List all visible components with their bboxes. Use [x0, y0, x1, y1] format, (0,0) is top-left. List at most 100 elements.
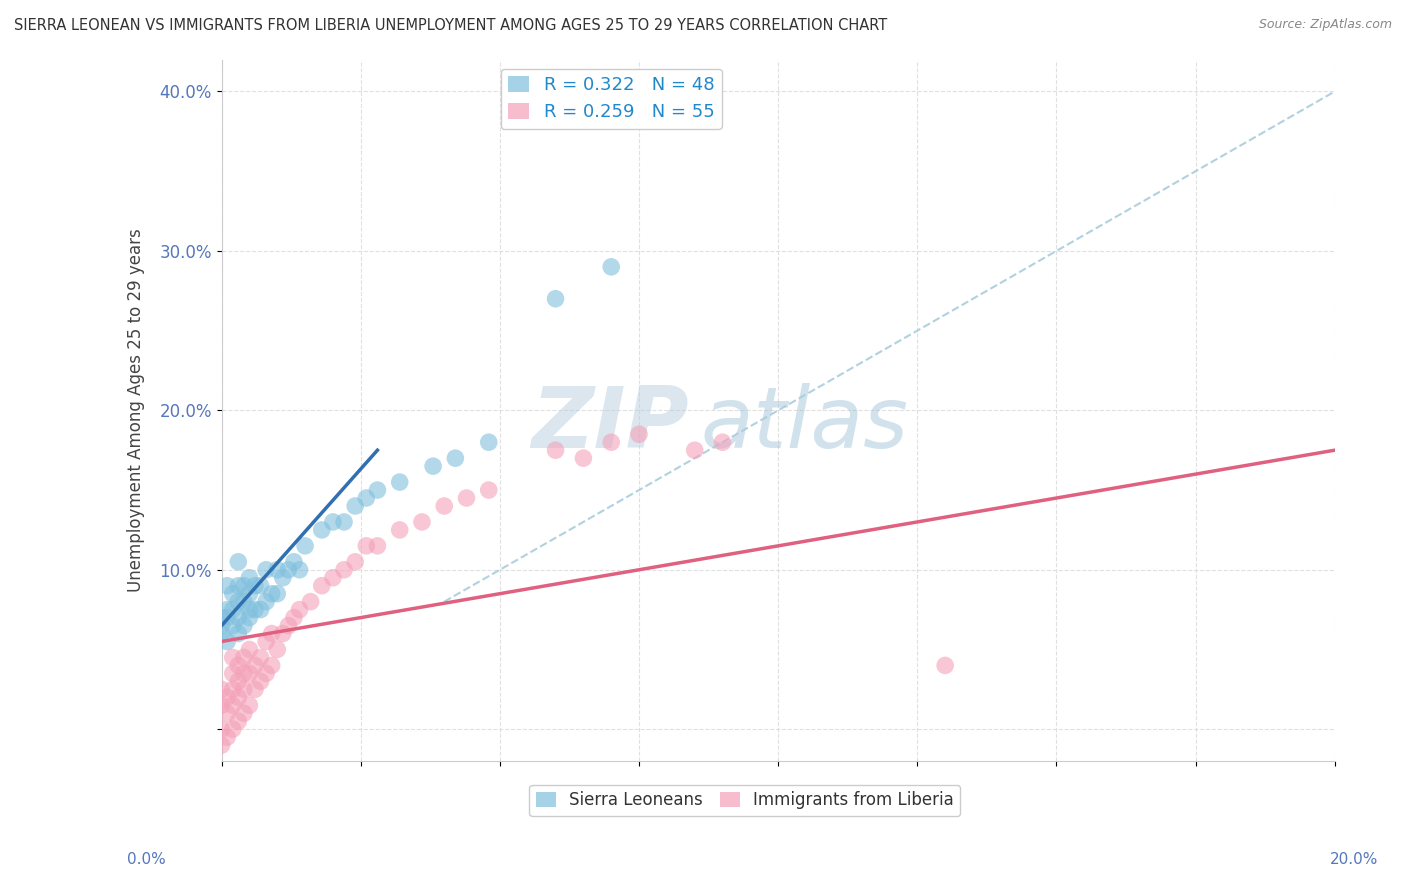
Point [422, 459, 444, 474]
Point [322, 571, 344, 585]
Point [444, 451, 467, 466]
Point [683, 443, 706, 458]
Point [934, 658, 956, 673]
Point [249, 579, 271, 593]
Point [217, 706, 239, 721]
Point [388, 475, 411, 489]
Legend: Sierra Leoneans, Immigrants from Liberia: Sierra Leoneans, Immigrants from Liberia [529, 785, 960, 816]
Text: ZIP: ZIP [531, 383, 689, 466]
Point [411, 515, 433, 529]
Point [222, 602, 245, 616]
Point [266, 642, 288, 657]
Point [232, 594, 254, 608]
Point [456, 491, 478, 505]
Point [260, 587, 283, 601]
Point [226, 610, 249, 624]
Point [266, 587, 288, 601]
Point [217, 579, 239, 593]
Point [232, 706, 254, 721]
Point [299, 594, 322, 608]
Point [288, 602, 311, 616]
Point [294, 539, 316, 553]
Point [222, 587, 245, 601]
Point [226, 626, 249, 640]
Point [217, 602, 239, 616]
Point [226, 579, 249, 593]
Point [254, 563, 277, 577]
Point [222, 618, 245, 632]
Point [254, 594, 277, 608]
Point [232, 682, 254, 697]
Point [254, 666, 277, 681]
Point [271, 626, 294, 640]
Point [544, 292, 567, 306]
Point [238, 666, 260, 681]
Text: 0.0%: 0.0% [127, 852, 166, 867]
Point [544, 443, 567, 458]
Point [249, 650, 271, 665]
Point [238, 571, 260, 585]
Point [388, 523, 411, 537]
Point [277, 618, 299, 632]
Point [217, 690, 239, 705]
Point [271, 571, 294, 585]
Point [333, 563, 356, 577]
Point [211, 698, 233, 713]
Point [344, 555, 367, 569]
Point [344, 499, 367, 513]
Point [600, 435, 623, 450]
Point [356, 539, 378, 553]
Point [322, 515, 344, 529]
Point [711, 435, 734, 450]
Point [211, 626, 233, 640]
Point [366, 483, 388, 497]
Point [366, 539, 388, 553]
Point [478, 483, 501, 497]
Point [211, 722, 233, 736]
Text: Source: ZipAtlas.com: Source: ZipAtlas.com [1258, 18, 1392, 31]
Point [238, 610, 260, 624]
Text: atlas: atlas [700, 383, 908, 466]
Point [243, 579, 266, 593]
Point [311, 579, 333, 593]
Point [211, 610, 233, 624]
Point [226, 658, 249, 673]
Point [211, 682, 233, 697]
Point [238, 587, 260, 601]
Point [238, 698, 260, 713]
Point [238, 602, 260, 616]
Point [226, 714, 249, 729]
Point [433, 499, 456, 513]
Text: 20.0%: 20.0% [1330, 852, 1378, 867]
Point [243, 682, 266, 697]
Point [260, 626, 283, 640]
Point [283, 610, 305, 624]
Point [254, 634, 277, 648]
Point [232, 650, 254, 665]
Point [226, 555, 249, 569]
Point [572, 451, 595, 466]
Point [232, 666, 254, 681]
Point [211, 618, 233, 632]
Point [249, 674, 271, 689]
Point [222, 666, 245, 681]
Point [283, 555, 305, 569]
Point [222, 682, 245, 697]
Point [249, 602, 271, 616]
Point [211, 738, 233, 752]
Point [478, 435, 501, 450]
Point [232, 579, 254, 593]
Y-axis label: Unemployment Among Ages 25 to 29 years: Unemployment Among Ages 25 to 29 years [128, 228, 145, 592]
Point [288, 563, 311, 577]
Point [333, 515, 356, 529]
Point [243, 658, 266, 673]
Point [238, 642, 260, 657]
Point [222, 722, 245, 736]
Point [356, 491, 378, 505]
Point [226, 690, 249, 705]
Point [277, 563, 299, 577]
Point [243, 602, 266, 616]
Point [226, 674, 249, 689]
Point [628, 427, 651, 442]
Point [222, 698, 245, 713]
